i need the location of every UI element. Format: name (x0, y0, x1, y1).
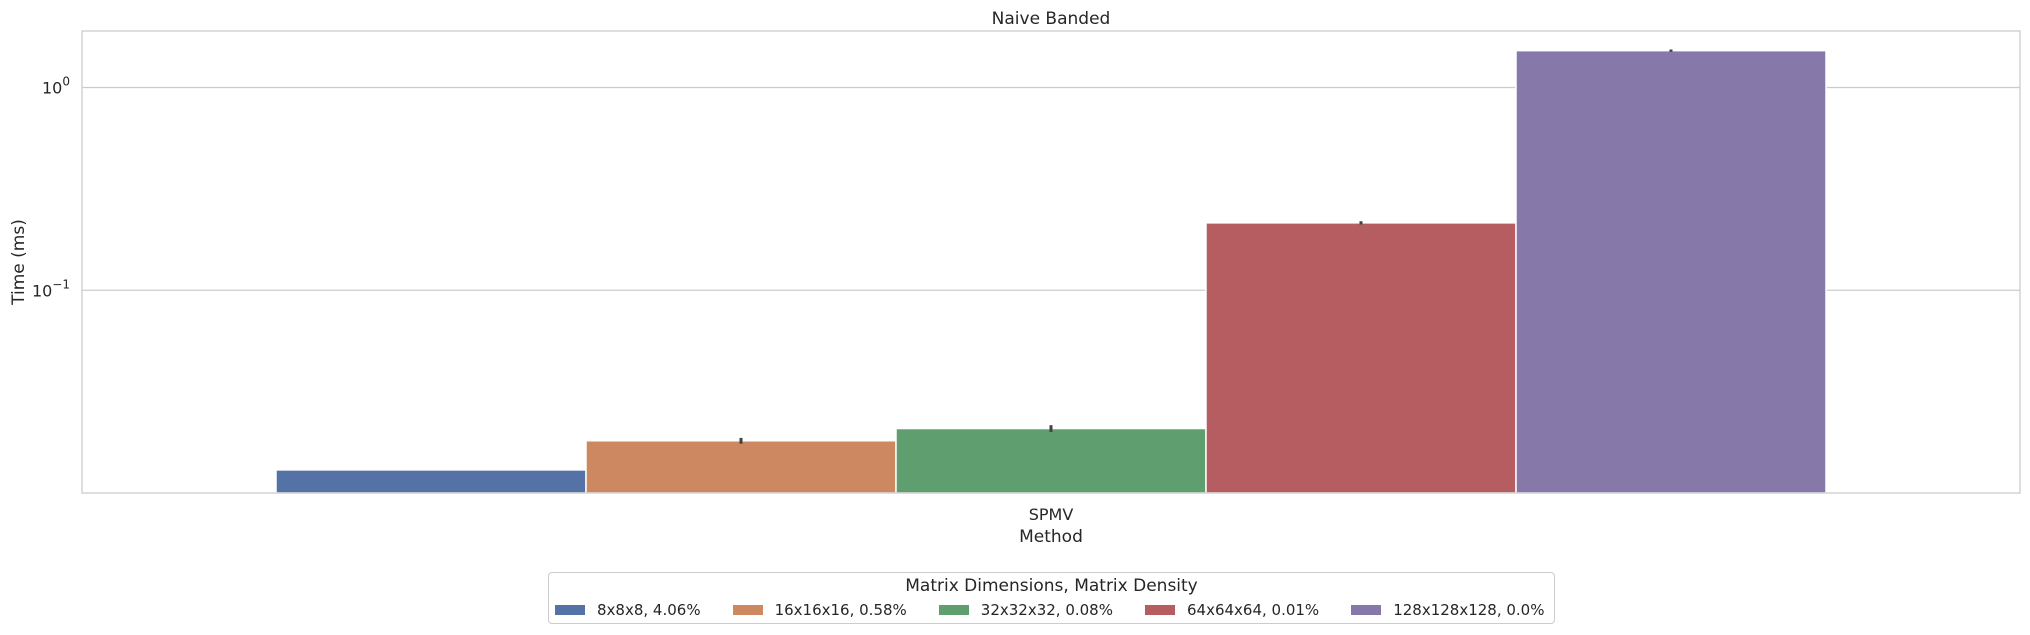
legend: Matrix Dimensions, Matrix Density 8x8x8,… (548, 572, 1555, 624)
bar-layer (275, 49, 1827, 494)
legend-label: 16x16x16, 0.58% (774, 601, 907, 619)
axes-frame (81, 30, 2021, 494)
x-axis-label: Method (1019, 527, 1083, 547)
legend-title: Matrix Dimensions, Matrix Density (905, 576, 1198, 596)
y-tick-label: 100 (42, 75, 70, 98)
errorbar-layer (739, 49, 1673, 444)
bar (1515, 49, 1827, 494)
legend-items: 8x8x8, 4.06% 16x16x16, 0.58% 32x32x32, 0.0… (555, 600, 1544, 620)
bar (1205, 222, 1517, 494)
legend-item: 32x32x32, 0.08% (938, 600, 1113, 620)
chart-title: Naive Banded (992, 9, 1111, 29)
legend-swatch (1144, 605, 1175, 615)
bar (275, 469, 587, 494)
legend-label: 128x128x128, 0.0% (1393, 601, 1545, 619)
y-tick-labels: 100 10−1 (32, 75, 70, 301)
legend-swatch (555, 605, 585, 615)
legend-item: 64x64x64, 0.01% (1144, 600, 1320, 620)
bar (895, 427, 1207, 494)
legend-label: 8x8x8, 4.06% (597, 601, 701, 619)
legend-item: 128x128x128, 0.0% (1351, 600, 1544, 620)
legend-label: 64x64x64, 0.01% (1186, 601, 1320, 619)
legend-swatch (1351, 605, 1382, 615)
legend-swatch (732, 605, 763, 615)
legend-item: 8x8x8, 4.06% (555, 600, 701, 620)
y-axis-label: Time (ms) (9, 219, 29, 306)
x-tick-label: SPMV (1029, 505, 1074, 524)
legend-label: 32x32x32, 0.08% (980, 601, 1113, 619)
bar (585, 440, 897, 494)
legend-item: 16x16x16, 0.58% (732, 600, 907, 620)
y-tick-label: 10−1 (32, 277, 70, 300)
legend-swatch (938, 605, 969, 615)
